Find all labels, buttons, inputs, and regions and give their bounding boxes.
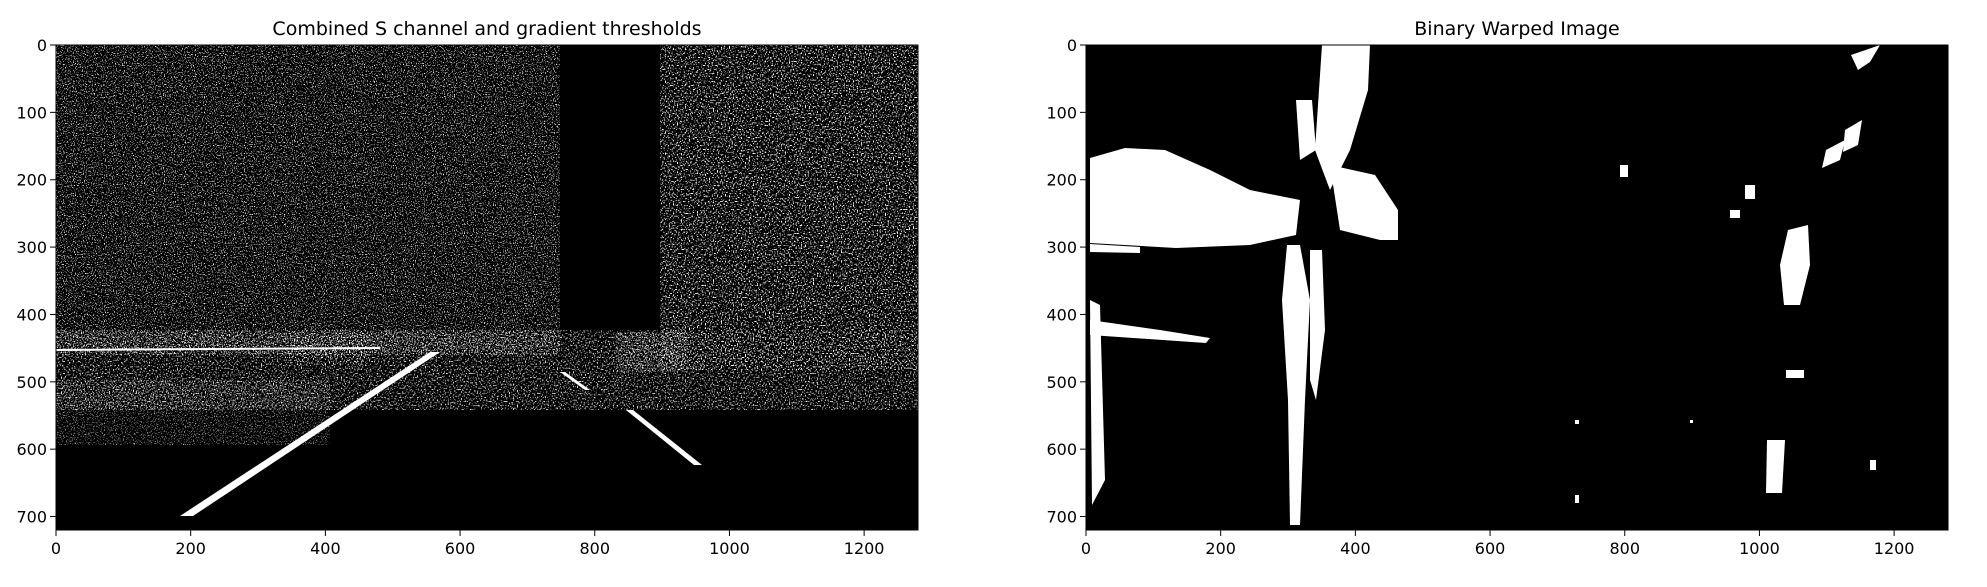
x-tick-label-right: 600 bbox=[1475, 539, 1506, 558]
binary-image-right bbox=[1090, 45, 1880, 525]
x-tick-label-left: 200 bbox=[175, 539, 206, 558]
axes-frame-right bbox=[1085, 44, 1949, 531]
x-tick-label-right: 0 bbox=[1081, 539, 1091, 558]
x-tick-label-left: 1000 bbox=[709, 539, 750, 558]
y-tick-label-left: 200 bbox=[16, 171, 47, 190]
x-tick-label-left: 800 bbox=[579, 539, 610, 558]
y-tick-label-right: 100 bbox=[1046, 103, 1077, 122]
x-tick-label-left: 400 bbox=[310, 539, 341, 558]
chart-panel-right: Binary Warped Image bbox=[1046, 18, 1949, 558]
y-tick-label-left: 700 bbox=[16, 508, 47, 527]
x-tick-label-left: 1200 bbox=[844, 539, 885, 558]
x-tick-label-left: 0 bbox=[51, 539, 61, 558]
y-tick-label-right: 200 bbox=[1046, 171, 1077, 190]
chart-title-right: Binary Warped Image bbox=[1414, 18, 1619, 40]
x-tick-label-left: 600 bbox=[445, 539, 476, 558]
binary-image-left bbox=[56, 45, 918, 516]
chart-panel-left: Combined S channel and gradient threshol… bbox=[16, 18, 919, 558]
y-tick-label-left: 500 bbox=[16, 373, 47, 392]
y-tick-label-left: 0 bbox=[37, 36, 47, 55]
y-tick-label-left: 400 bbox=[16, 305, 47, 324]
x-tick-label-right: 800 bbox=[1609, 539, 1640, 558]
x-tick-label-right: 1000 bbox=[1739, 539, 1780, 558]
y-tick-label-left: 300 bbox=[16, 238, 47, 257]
x-tick-label-right: 200 bbox=[1205, 539, 1236, 558]
y-tick-label-right: 0 bbox=[1067, 36, 1077, 55]
chart-title-left: Combined S channel and gradient threshol… bbox=[272, 18, 701, 40]
axes-frame-left bbox=[55, 44, 919, 531]
y-tick-label-right: 500 bbox=[1046, 373, 1077, 392]
x-tick-label-right: 400 bbox=[1340, 539, 1371, 558]
y-tick-label-right: 300 bbox=[1046, 238, 1077, 257]
image-area-right bbox=[1086, 45, 1948, 530]
y-tick-label-right: 700 bbox=[1046, 508, 1077, 527]
y-tick-label-left: 100 bbox=[16, 103, 47, 122]
y-tick-label-left: 600 bbox=[16, 440, 47, 459]
y-tick-label-right: 600 bbox=[1046, 440, 1077, 459]
x-tick-label-right: 1200 bbox=[1874, 539, 1915, 558]
y-tick-label-right: 400 bbox=[1046, 305, 1077, 324]
